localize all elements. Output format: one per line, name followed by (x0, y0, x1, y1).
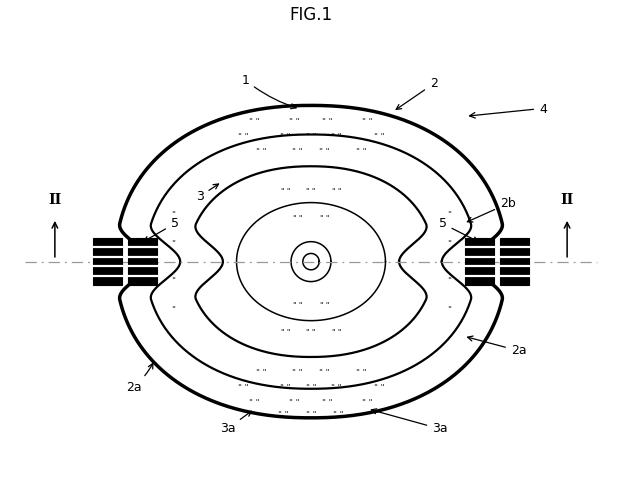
Text: " ": " " (281, 328, 290, 336)
Text: 5: 5 (439, 217, 478, 242)
Text: " ": " " (320, 301, 329, 309)
Text: ": " (171, 240, 175, 248)
Text: 4: 4 (540, 103, 548, 116)
Bar (465, 238, 494, 285)
Bar (500, 238, 529, 285)
Text: " ": " " (356, 147, 366, 155)
Text: " ": " " (289, 117, 300, 125)
Text: " ": " " (279, 410, 289, 418)
Text: " ": " " (305, 383, 317, 391)
Text: " ": " " (319, 147, 330, 155)
Text: " ": " " (289, 398, 300, 406)
Text: 2: 2 (396, 77, 437, 110)
Text: ": " (447, 210, 451, 218)
Text: " ": " " (362, 398, 373, 406)
Text: " ": " " (322, 117, 333, 125)
Text: " ": " " (322, 398, 333, 406)
Text: 3a: 3a (220, 411, 251, 435)
Text: " ": " " (249, 117, 260, 125)
Text: " ": " " (281, 187, 290, 195)
Text: " ": " " (306, 328, 316, 336)
Text: " ": " " (281, 132, 291, 140)
Text: " ": " " (374, 383, 384, 391)
Text: 3: 3 (196, 184, 218, 203)
Text: " ": " " (293, 301, 302, 309)
Text: FIG.1: FIG.1 (289, 5, 333, 24)
Text: " ": " " (362, 117, 373, 125)
Text: ": " (447, 240, 451, 248)
Text: ": " (171, 305, 175, 313)
Bar (93, 238, 122, 285)
Text: II: II (560, 193, 573, 207)
Text: 3a: 3a (371, 409, 448, 435)
Text: " ": " " (332, 187, 341, 195)
Text: " ": " " (305, 410, 317, 418)
Text: " ": " " (333, 410, 343, 418)
Text: II: II (49, 193, 62, 207)
Text: " ": " " (256, 147, 266, 155)
Text: " ": " " (238, 132, 248, 140)
Text: " ": " " (319, 369, 330, 376)
Text: " ": " " (306, 187, 316, 195)
Text: 2a: 2a (468, 336, 526, 357)
Text: " ": " " (305, 132, 317, 140)
Text: " ": " " (238, 383, 248, 391)
Text: " ": " " (293, 214, 302, 222)
Text: " ": " " (292, 147, 303, 155)
Text: " ": " " (332, 328, 341, 336)
Text: 2a: 2a (126, 364, 153, 394)
Text: " ": " " (320, 214, 329, 222)
Text: " ": " " (331, 132, 341, 140)
Text: ": " (447, 305, 451, 313)
Text: " ": " " (374, 132, 384, 140)
Text: ": " (171, 276, 175, 284)
Text: ": " (171, 210, 175, 218)
Text: 1: 1 (241, 73, 296, 109)
Text: " ": " " (249, 398, 260, 406)
Text: " ": " " (331, 383, 341, 391)
Text: " ": " " (281, 383, 291, 391)
Text: " ": " " (356, 369, 366, 376)
Text: " ": " " (292, 369, 303, 376)
Text: ": " (447, 276, 451, 284)
Bar (128, 238, 157, 285)
Text: 5: 5 (144, 217, 179, 242)
Text: " ": " " (256, 369, 266, 376)
Text: 2b: 2b (467, 197, 516, 222)
